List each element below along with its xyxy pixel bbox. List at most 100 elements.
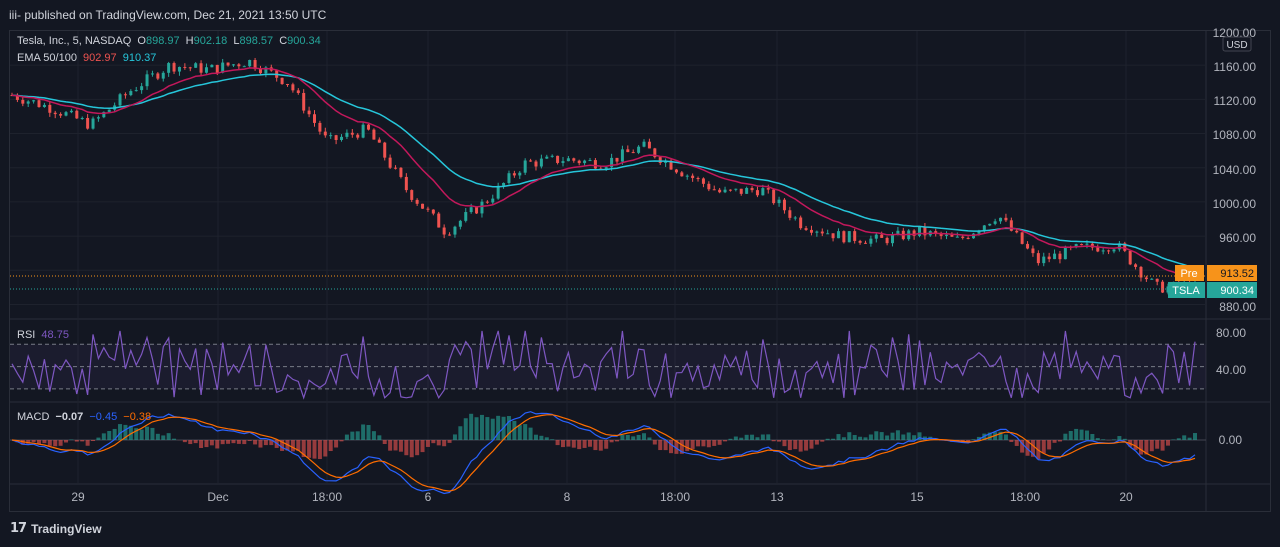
macd-histogram-bar — [814, 440, 819, 445]
macd-histogram-bar — [1122, 438, 1127, 440]
candle-body — [1123, 243, 1127, 251]
macd-histogram-bar — [253, 440, 258, 445]
candle-body — [620, 149, 624, 162]
candle-body — [161, 72, 165, 79]
candle-body — [507, 173, 511, 183]
price-tick: 1000.00 — [1213, 197, 1257, 211]
candle-body — [1117, 243, 1121, 250]
high-value: 902.18 — [193, 35, 228, 47]
macd-pane[interactable] — [10, 411, 1206, 495]
macd-histogram-bar — [744, 434, 749, 440]
macd-histogram-bar — [209, 440, 214, 446]
macd-histogram-bar — [382, 440, 387, 445]
macd-histogram-bar — [868, 434, 873, 440]
rsi-axis[interactable]: 80.00 40.00 — [1216, 326, 1246, 377]
macd-histogram-bar — [31, 440, 36, 443]
candle-body — [37, 100, 41, 108]
macd-histogram-bar — [669, 440, 674, 454]
candle-body — [934, 231, 938, 234]
macd-histogram-bar — [571, 440, 576, 448]
macd-histogram-bar — [528, 427, 533, 440]
candle-body — [285, 84, 289, 86]
macd-histogram-bar — [971, 439, 976, 440]
macd-histogram-bar — [787, 440, 792, 451]
macd-histogram-bar — [485, 417, 490, 440]
candle-body — [75, 110, 79, 119]
candle-body — [253, 60, 257, 70]
candle-body — [999, 217, 1003, 222]
macd-histogram-bar — [566, 440, 571, 447]
symbol-legend[interactable]: Tesla, Inc., 5, NASDAQ O898.97 H902.18 L… — [17, 35, 324, 47]
time-tick: 20 — [1119, 490, 1133, 504]
publish-bar: iii- published on TradingView.com, Dec 2… — [0, 0, 1280, 30]
candle-body — [204, 67, 208, 73]
rsi-legend[interactable]: RSI 48.75 — [17, 329, 72, 341]
candle-body — [69, 110, 73, 113]
macd-histogram-bar — [317, 440, 322, 460]
candle-body — [53, 112, 57, 115]
macd-histogram-bar — [425, 440, 430, 447]
candle-body — [1015, 230, 1019, 233]
macd-histogram-bar — [733, 436, 738, 440]
candle-body — [880, 234, 884, 238]
macd-histogram-bar — [258, 440, 263, 448]
macd-histogram-bar — [701, 440, 706, 447]
candle-body — [647, 141, 651, 149]
macd-histogram-bar — [334, 440, 339, 448]
macd-histogram-bar — [858, 436, 863, 440]
tradingview-logo[interactable]: 17 TradingView — [10, 521, 102, 536]
macd-histogram-bar — [1068, 430, 1073, 440]
candle-body — [1047, 256, 1051, 260]
candle-body — [399, 167, 403, 177]
candle-body — [793, 217, 797, 219]
candle-body — [1096, 247, 1100, 252]
candle-body — [329, 135, 333, 137]
macd-histogram-bar — [474, 417, 479, 440]
time-tick: 15 — [910, 490, 924, 504]
candle-body — [356, 134, 360, 138]
price-axis[interactable]: 1200.00 1160.00 1120.00 1080.00 1040.00 … — [1213, 26, 1257, 314]
macd-histogram-bar — [323, 440, 328, 457]
candle-body — [772, 189, 776, 204]
candle-body — [1026, 243, 1030, 249]
candle-body — [167, 63, 171, 73]
macd-legend[interactable]: MACD −0.07 −0.45 −0.38 — [17, 411, 154, 423]
candle-body — [534, 161, 538, 167]
currency-badge[interactable] — [1222, 36, 1252, 52]
candle-body — [890, 234, 894, 244]
open-value: 898.97 — [145, 35, 180, 47]
macd-histogram-bar — [1155, 440, 1160, 449]
macd-histogram-bar — [1030, 440, 1035, 457]
candle-body — [1085, 243, 1089, 245]
candle-body — [258, 69, 262, 74]
macd-histogram-bar — [766, 434, 771, 440]
candle-body — [502, 182, 506, 186]
candle-body — [215, 64, 219, 73]
candle-body — [264, 67, 268, 74]
macd-histogram-bar — [560, 440, 565, 448]
candle-body — [442, 227, 446, 235]
candle-body — [1161, 281, 1165, 293]
candle-body — [815, 231, 819, 233]
macd-histogram-bar — [1009, 440, 1014, 443]
candle-body — [313, 114, 317, 123]
macd-histogram-bar — [263, 440, 268, 446]
candle-body — [496, 185, 500, 199]
ema-legend[interactable]: EMA 50/100 902.97 910.37 — [17, 52, 159, 64]
rsi-pane[interactable] — [10, 330, 1206, 400]
time-axis[interactable]: 29 Dec 18:00 6 8 18:00 13 15 18:00 20 — [71, 490, 1133, 504]
macd-tick: 0.00 — [1219, 433, 1243, 447]
macd-histogram-bar — [777, 440, 782, 442]
time-tick: 6 — [425, 490, 432, 504]
candle-body — [912, 230, 916, 236]
candle-body — [1042, 256, 1046, 264]
candles[interactable] — [10, 57, 1197, 297]
candle-body — [950, 234, 954, 237]
candle-body — [394, 167, 398, 169]
macd-histogram-bar — [723, 440, 728, 442]
macd-histogram-bar — [885, 435, 890, 440]
tradingview-logo-text: TradingView — [31, 521, 102, 536]
candle-body — [809, 229, 813, 233]
macd-histogram-bar — [820, 440, 825, 442]
